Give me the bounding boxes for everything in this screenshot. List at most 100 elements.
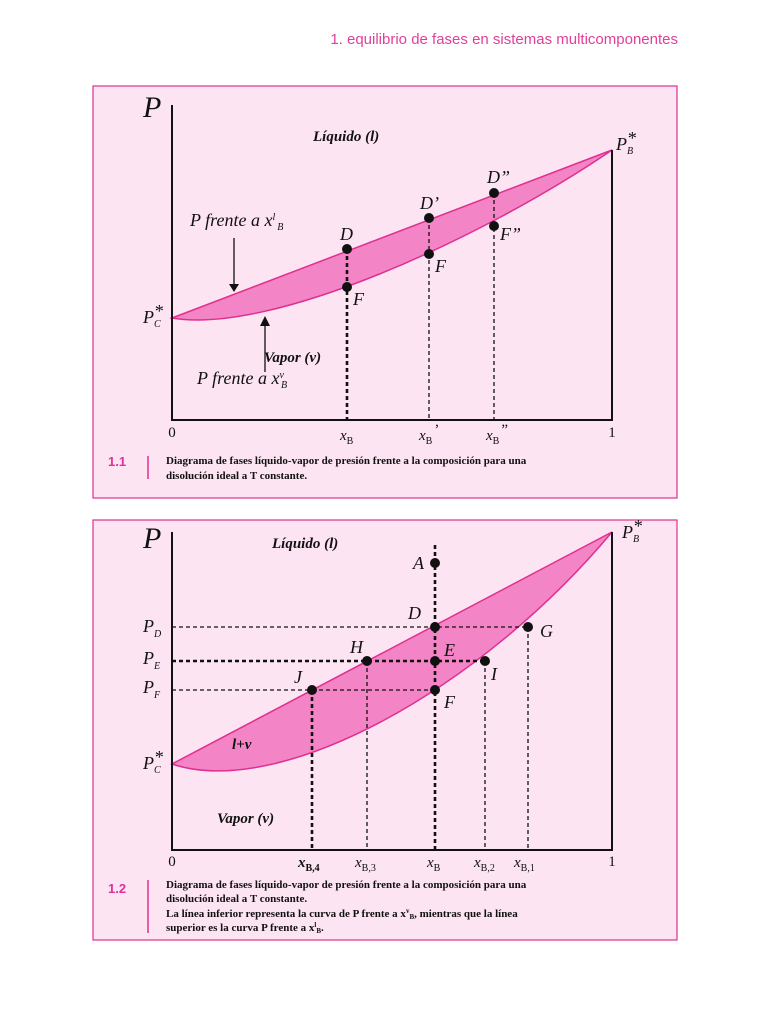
pure-pressure: P* C <box>142 747 163 776</box>
text: . <box>321 922 324 934</box>
symbol: P <box>621 522 633 542</box>
two-phase-region <box>170 531 613 772</box>
x-label: 0 <box>168 854 176 870</box>
x-label: xB,1 <box>513 855 535 874</box>
symbol: x <box>473 855 481 871</box>
subscript: B <box>493 436 500 447</box>
subscript: B <box>347 436 354 447</box>
superscript: l <box>314 921 316 929</box>
figure: P Líquido (l) Vapor (v) P* B P* C P frente… <box>92 85 678 499</box>
point-label: G <box>540 621 553 641</box>
caption-line: Diagrama de fases líquido-vapor de presi… <box>166 455 527 467</box>
point <box>523 622 533 632</box>
pointer <box>233 238 266 372</box>
figure: P Líquido (l) Vapor (v) l+v P* B P* C PD P… <box>92 516 678 941</box>
symbol: x <box>485 428 493 444</box>
point <box>424 249 434 259</box>
point-label: A <box>412 553 425 573</box>
region-label: Líquido (l) <box>271 536 338 552</box>
subscript: B <box>316 927 321 935</box>
point-label: F <box>443 692 456 712</box>
subscript: B,2 <box>481 863 495 874</box>
caption-line: La línea inferior representa la curva de… <box>166 907 518 921</box>
x-label: xB,4 <box>297 855 320 874</box>
subscript: B <box>627 146 633 157</box>
x-label: xB,3 <box>354 855 376 874</box>
point <box>480 656 490 666</box>
symbol: x <box>513 855 521 871</box>
region-label: Líquido (l) <box>312 129 379 145</box>
pure-pressure: P* C <box>142 301 163 330</box>
figure-frame <box>92 519 678 941</box>
point <box>430 656 440 666</box>
symbol: P <box>142 616 154 636</box>
superscript: v <box>406 907 410 915</box>
text: La línea inferior representa la curva de… <box>166 908 406 920</box>
symbol: P <box>142 677 154 697</box>
x-label: xB” <box>485 422 508 447</box>
superscript: * <box>627 128 636 148</box>
x-label: xB <box>426 855 441 874</box>
arrowhead <box>229 284 270 326</box>
pure-pressure: P* B <box>621 516 642 545</box>
text: P frente a x <box>189 210 272 230</box>
point-label: F <box>352 289 365 309</box>
pure-pressure: P* B <box>615 128 636 157</box>
subscript: B,1 <box>521 863 535 874</box>
symbol: x <box>426 855 434 871</box>
superscript: l <box>272 212 275 223</box>
subscript: B <box>633 534 639 545</box>
x-label: 1 <box>608 425 616 441</box>
caption-number: 1.1 <box>108 454 126 469</box>
superscript: * <box>154 301 163 321</box>
subscript: B,3 <box>362 863 376 874</box>
point <box>489 221 499 231</box>
superscript: * <box>154 747 163 767</box>
point-label: D <box>407 603 421 623</box>
y-label: PD <box>142 616 162 640</box>
text: superior es la curva P frente a x <box>166 922 315 934</box>
point <box>342 244 352 254</box>
subscript: C <box>154 319 161 330</box>
symbol: P <box>142 753 154 773</box>
symbol: x <box>418 428 426 444</box>
points <box>307 558 533 695</box>
point-label: D’ <box>419 193 439 213</box>
superscript: ’ <box>434 422 439 438</box>
point <box>430 558 440 568</box>
point <box>489 188 499 198</box>
axis-label: P <box>142 91 161 124</box>
symbol: P <box>615 134 627 154</box>
point-label: I <box>490 664 498 684</box>
y-label: PE <box>142 648 160 672</box>
caption-line: superior es la curva P frente a xlB. <box>166 921 324 935</box>
point <box>424 213 434 223</box>
text: P frente a x <box>196 368 279 388</box>
caption-number: 1.2 <box>108 881 126 896</box>
figure-frame <box>92 85 678 499</box>
subscript: D <box>153 629 162 640</box>
x-label: 0 <box>168 425 176 441</box>
x-label: xB,2 <box>473 855 495 874</box>
header: 1. equilibrio de fases en sistemas multi… <box>330 31 678 48</box>
axes <box>171 532 613 851</box>
subscript: B,4 <box>306 863 320 874</box>
symbol: x <box>297 855 306 871</box>
region-label: l+v <box>232 737 252 753</box>
superscript: ” <box>501 422 508 438</box>
subscript: C <box>154 765 161 776</box>
subscript: B <box>281 380 287 391</box>
point-label: F” <box>499 224 521 244</box>
point <box>362 656 372 666</box>
symbol: x <box>339 428 347 444</box>
point-label: H <box>349 637 364 657</box>
point-label: D <box>339 224 353 244</box>
point <box>430 685 440 695</box>
subscript: F <box>153 690 161 701</box>
subscript: B <box>426 436 433 447</box>
symbol: P <box>142 307 154 327</box>
superscript: v <box>279 370 284 381</box>
subscript: B <box>409 913 414 921</box>
